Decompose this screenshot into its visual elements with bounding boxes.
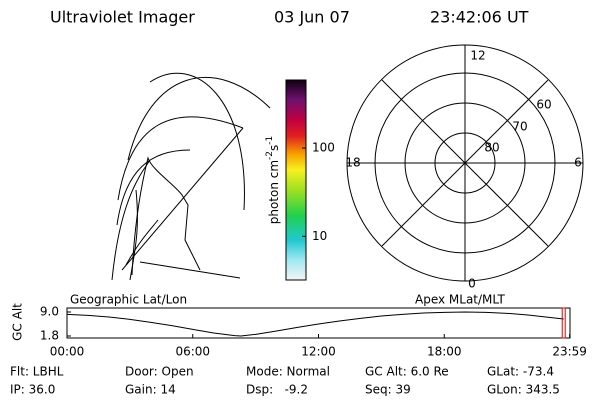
x-tick-label: 23:59 xyxy=(552,345,587,359)
left-label: Geographic Lat/Lon xyxy=(70,293,187,307)
status-field: GLat: -73.4 xyxy=(487,365,554,379)
time-marker xyxy=(561,307,566,339)
polar-grid xyxy=(346,44,584,282)
status-field: GLon: 343.5 xyxy=(487,383,560,397)
colorbar xyxy=(285,79,307,281)
x-tick-label: 18:00 xyxy=(427,345,462,359)
colorbar-tick-label: 100 xyxy=(312,141,335,155)
x-tick-label: 12:00 xyxy=(301,345,336,359)
y-tick-label: 1.8 xyxy=(40,329,59,343)
right-label: Apex MLat/MLT xyxy=(415,293,505,307)
status-field: Door: Open xyxy=(125,365,194,379)
hour-label: 12 xyxy=(470,49,485,63)
x-tick-label: 06:00 xyxy=(175,345,210,359)
altitude-line xyxy=(66,311,564,337)
y-tick-label: 9.0 xyxy=(40,305,59,319)
colorbar-tick-label: 10 xyxy=(312,229,327,243)
status-field: Seq: 39 xyxy=(365,383,411,397)
status-field: Mode: Normal xyxy=(246,365,330,379)
status-field: Dsp: -9.2 xyxy=(246,383,308,397)
status-field: IP: 36.0 xyxy=(10,383,55,397)
status-field: Gain: 14 xyxy=(125,383,176,397)
hour-label: 0 xyxy=(468,277,476,291)
y-label: GC Alt xyxy=(11,303,25,341)
status-field: Flt: LBHL xyxy=(10,365,64,379)
geo-map xyxy=(111,72,271,281)
lat-label: 80 xyxy=(484,141,499,155)
x-tick-label: 00:00 xyxy=(50,345,85,359)
time: 23:42:06 UT xyxy=(430,8,529,27)
hour-label: 18 xyxy=(345,156,360,170)
colorbar-label: photon cm-2s-1 xyxy=(265,136,281,225)
lat-label: 60 xyxy=(536,98,551,112)
date: 03 Jun 07 xyxy=(274,8,350,27)
lat-label: 70 xyxy=(512,120,527,134)
status-field: GC Alt: 6.0 Re xyxy=(365,365,449,379)
hour-label: 6 xyxy=(574,156,582,170)
title: Ultraviolet Imager xyxy=(50,8,195,27)
